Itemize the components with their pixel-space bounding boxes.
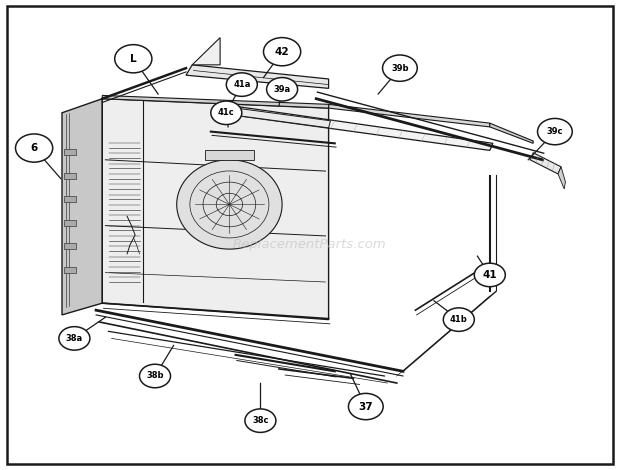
Polygon shape	[329, 104, 490, 127]
Polygon shape	[192, 38, 220, 65]
Circle shape	[267, 78, 298, 101]
Text: 41b: 41b	[450, 315, 467, 324]
Text: 41: 41	[482, 270, 497, 280]
Ellipse shape	[177, 160, 282, 249]
Bar	[64, 173, 76, 179]
Polygon shape	[62, 99, 102, 315]
Circle shape	[474, 263, 505, 287]
Text: 38a: 38a	[66, 334, 83, 343]
Text: 38c: 38c	[252, 416, 268, 425]
Text: 39c: 39c	[547, 127, 563, 136]
Polygon shape	[490, 123, 533, 143]
Circle shape	[538, 118, 572, 145]
Circle shape	[443, 308, 474, 331]
Polygon shape	[530, 153, 561, 174]
Polygon shape	[205, 150, 254, 160]
Polygon shape	[558, 167, 565, 189]
Bar	[64, 243, 76, 249]
Circle shape	[140, 364, 170, 388]
Text: ReplacementParts.com: ReplacementParts.com	[233, 238, 387, 251]
Polygon shape	[186, 65, 329, 88]
Circle shape	[115, 45, 152, 73]
Circle shape	[16, 134, 53, 162]
Text: 42: 42	[275, 47, 290, 57]
Text: 6: 6	[30, 143, 38, 153]
Circle shape	[264, 38, 301, 66]
Polygon shape	[102, 95, 329, 108]
Text: 41c: 41c	[218, 108, 235, 118]
Text: 41a: 41a	[233, 80, 250, 89]
Text: 38b: 38b	[146, 371, 164, 381]
Bar	[64, 149, 76, 155]
Text: 39b: 39b	[391, 63, 409, 73]
Circle shape	[245, 409, 276, 432]
Text: L: L	[130, 54, 136, 64]
Circle shape	[348, 393, 383, 420]
Bar	[64, 267, 76, 273]
Polygon shape	[217, 104, 493, 150]
Circle shape	[226, 73, 257, 96]
Polygon shape	[102, 99, 329, 320]
Circle shape	[211, 101, 242, 125]
Bar	[64, 220, 76, 226]
Polygon shape	[217, 106, 330, 128]
Text: 37: 37	[358, 401, 373, 412]
Bar	[64, 196, 76, 202]
Text: 39a: 39a	[273, 85, 291, 94]
Circle shape	[59, 327, 90, 350]
Circle shape	[383, 55, 417, 81]
